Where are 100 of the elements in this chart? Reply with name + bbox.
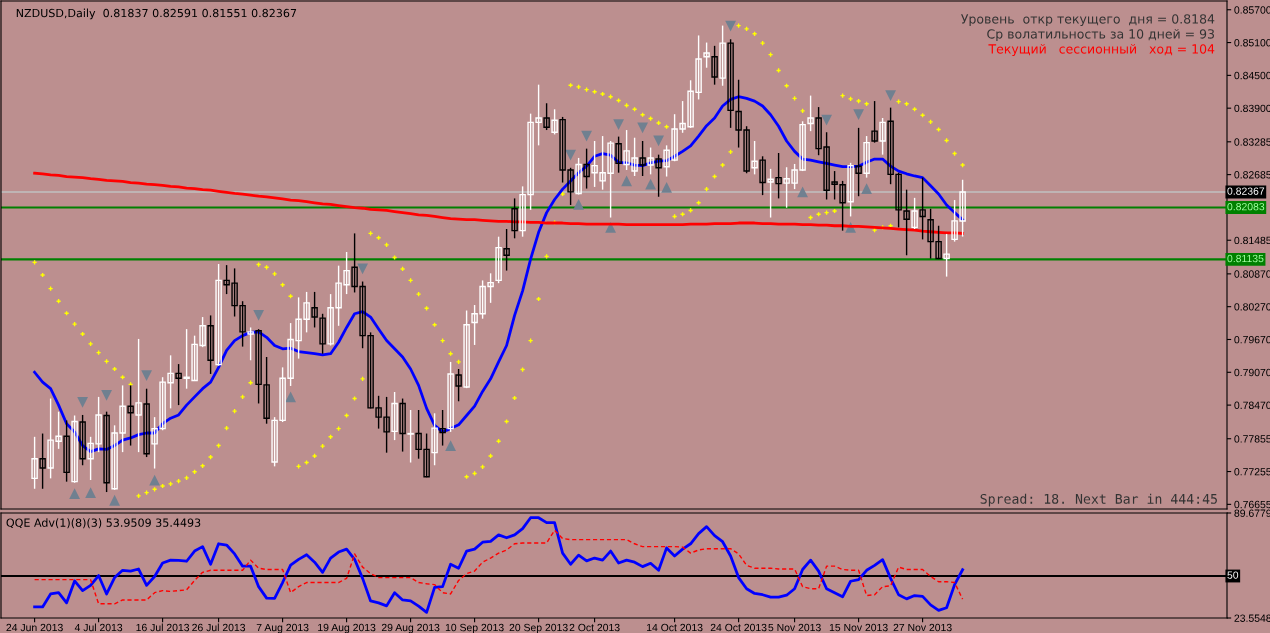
candlestick [583, 147, 590, 190]
candlestick [207, 314, 214, 375]
candlestick [543, 102, 550, 131]
x-tick-label: 5 Nov 2013 [768, 623, 821, 632]
point [253, 310, 264, 321]
x-tick-label: 26 Jul 2013 [192, 623, 246, 632]
candlestick [551, 108, 558, 136]
candlestick [103, 410, 110, 493]
x-tick-label: 15 Nov 2013 [829, 623, 888, 632]
x-tick-label: 20 Sep 2013 [509, 623, 568, 633]
x-tick-label: 4 Jul 2013 [74, 623, 123, 632]
point [101, 389, 112, 401]
candlestick [71, 414, 78, 484]
candlestick [463, 309, 470, 389]
candlestick [919, 176, 926, 241]
candlestick [511, 197, 518, 240]
candlestick [711, 45, 718, 86]
point [573, 199, 584, 210]
candlestick [807, 94, 814, 132]
x-tick-label: 29 Aug 2013 [381, 623, 440, 633]
x-tick-label: 19 Aug 2013 [318, 623, 376, 633]
candlestick [639, 140, 646, 177]
candlestick [31, 436, 38, 490]
ref-line-label: 50 [1227, 571, 1239, 579]
candlestick [431, 412, 438, 466]
candlestick [751, 140, 758, 176]
text: Текущий сессионный ход = 104 [988, 44, 1215, 57]
candlestick [855, 127, 862, 197]
candlestick [871, 100, 878, 144]
point [645, 178, 656, 190]
candlestick [863, 135, 870, 179]
candlestick [247, 326, 254, 361]
candlestick [495, 235, 502, 284]
point [613, 119, 624, 130]
x-tick-label: 10 Sep 2013 [445, 623, 504, 633]
candlestick [79, 414, 86, 466]
point [445, 440, 456, 451]
point [69, 488, 80, 500]
x-tick-label: 16 Jul 2013 [136, 623, 190, 632]
candlestick [943, 233, 950, 278]
candlestick [703, 41, 710, 69]
candlestick [143, 388, 150, 458]
point [605, 222, 616, 233]
x-tick-label: 24 Oct 2013 [710, 623, 767, 632]
point [581, 130, 592, 142]
x-tick-label: 2 Oct 2013 [569, 623, 620, 632]
x-tick-label: 24 Jun 2013 [6, 623, 63, 632]
candlestick [399, 397, 406, 453]
candlestick [575, 157, 582, 196]
ref-line-label: 0.82083 [1227, 202, 1265, 211]
line-series [33, 529, 964, 605]
text: Ср волатильность за 10 дней = 93 [987, 29, 1214, 42]
point [565, 149, 576, 161]
candlestick [215, 263, 222, 367]
x-tick-label: 7 Aug 2013 [256, 623, 309, 633]
point [141, 370, 152, 381]
point [85, 487, 96, 498]
point [357, 263, 368, 275]
text: Spread: 18. Next Bar in 444:45 [980, 493, 1217, 507]
point [861, 183, 872, 194]
point [285, 391, 296, 403]
point [149, 474, 160, 486]
candlestick [775, 152, 782, 200]
candlestick [727, 38, 734, 129]
candlestick [63, 419, 70, 483]
candlestick [655, 153, 662, 198]
point [797, 186, 808, 198]
x-tick-label: 14 Oct 2013 [647, 623, 703, 632]
text: NZDUSD,Daily 0.81837 0.82591 0.81551 0.82367 [16, 8, 297, 20]
point [637, 122, 648, 134]
candlestick [135, 338, 142, 453]
candlestick [911, 197, 918, 230]
point [621, 175, 632, 187]
candlestick [767, 168, 774, 219]
candlestick [847, 162, 854, 218]
candlestick [391, 391, 398, 441]
annotation: Уровень откр текущего дня = 0.8184 [961, 14, 1215, 27]
chart-title: QQE Adv(1)(8)(3) 53.9509 35.4493 [6, 518, 201, 529]
point [109, 494, 120, 506]
point [821, 114, 832, 126]
x-tick-label: 27 Nov 2013 [893, 623, 952, 632]
candlestick [879, 117, 886, 156]
candlestick [759, 155, 766, 196]
candlestick [39, 432, 46, 490]
candlestick [447, 361, 454, 433]
line-series [33, 516, 964, 614]
point [853, 109, 864, 121]
candlestick [175, 363, 182, 406]
candlestick [719, 24, 726, 87]
candlestick [615, 135, 622, 174]
point [725, 20, 736, 32]
point [77, 396, 88, 408]
point [885, 90, 896, 101]
ref-line-label: 0.82367 [1227, 187, 1265, 195]
point [661, 182, 672, 193]
ref-line-label: 0.81135 [1227, 254, 1264, 263]
point [653, 135, 664, 147]
candlestick [503, 228, 510, 272]
candlestick [439, 409, 446, 447]
candlestick [455, 368, 462, 402]
